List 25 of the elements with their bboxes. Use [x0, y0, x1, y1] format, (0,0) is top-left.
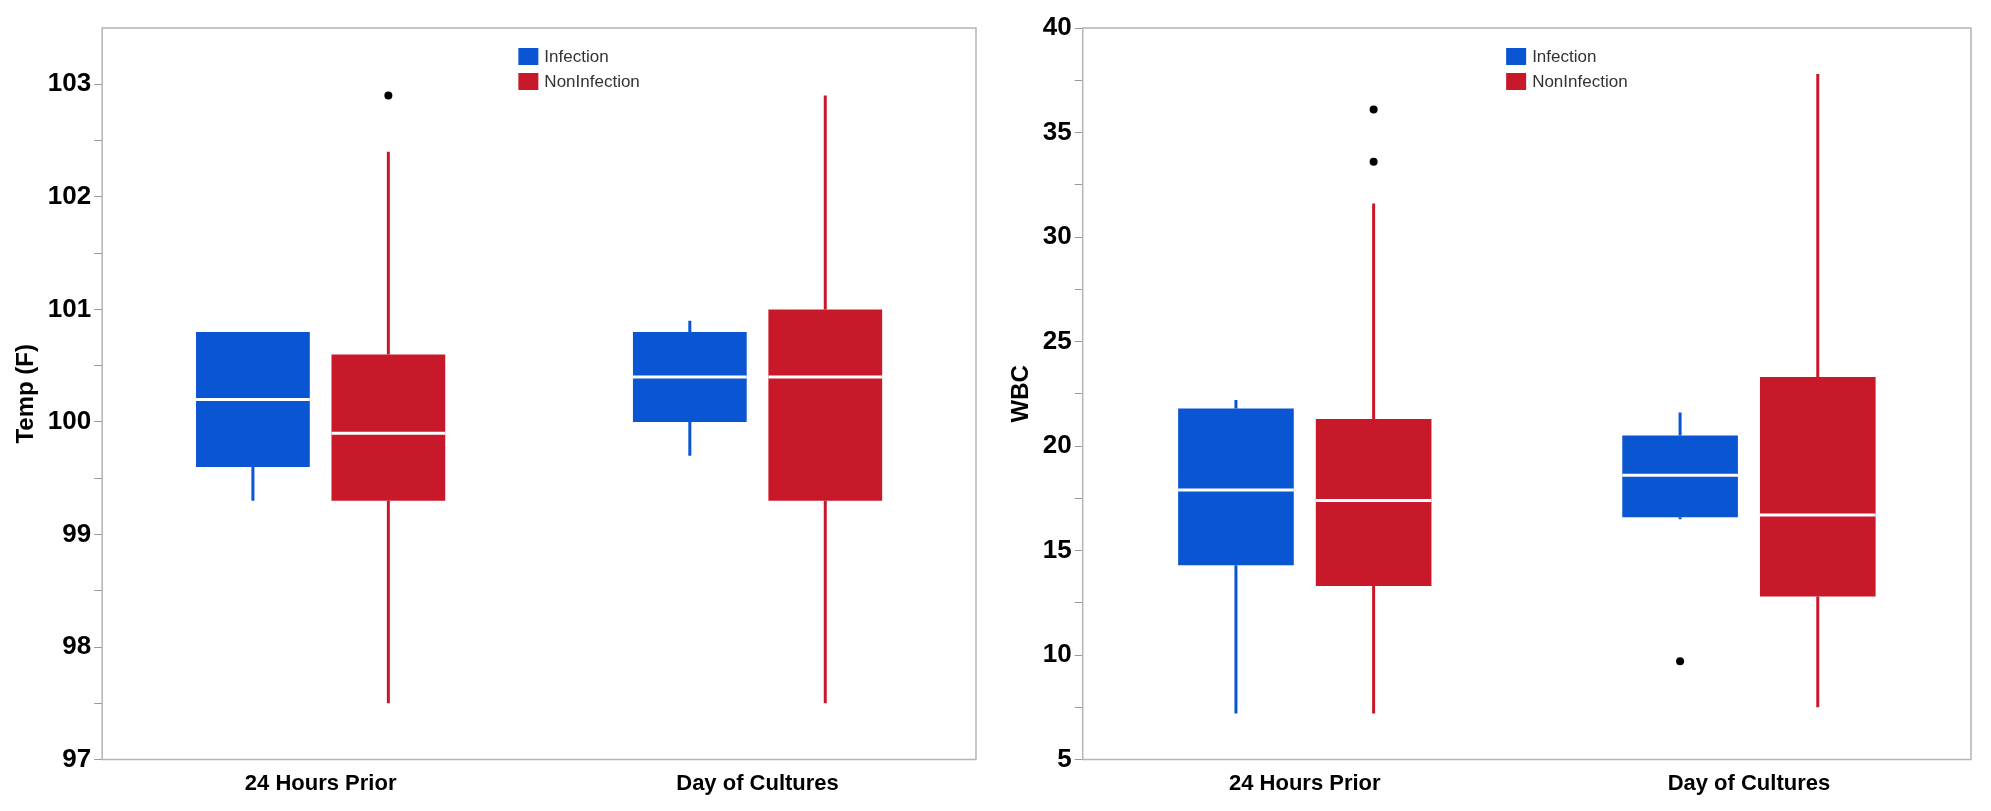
y-tick-label: 99 — [62, 517, 92, 548]
y-tick-label: 20 — [1042, 429, 1072, 460]
x-tick-label: 24 Hours Prior — [1228, 769, 1382, 795]
y-tick-label: 10 — [1042, 638, 1072, 669]
legend-label: NonInfection — [1532, 71, 1628, 91]
y-tick-label: 102 — [47, 180, 92, 210]
legend-label: Infection — [544, 46, 609, 66]
y-tick-label: 40 — [1042, 11, 1072, 42]
y-tick-label: 35 — [1042, 115, 1072, 146]
y-tick-label: 5 — [1057, 742, 1072, 773]
legend-label: NonInfection — [544, 71, 640, 91]
y-tick-label: 103 — [47, 67, 92, 98]
y-tick-label: 25 — [1042, 324, 1072, 355]
y-tick-label: 15 — [1042, 533, 1072, 564]
y-axis-title: WBC — [1006, 365, 1034, 423]
x-tick-label: 24 Hours Prior — [244, 769, 397, 795]
legend-label: Infection — [1532, 46, 1597, 66]
y-tick-label: 30 — [1042, 220, 1072, 251]
y-tick-label: 97 — [62, 742, 92, 773]
y-axis-title: Temp (F) — [11, 344, 39, 444]
x-tick-label: Day of Cultures — [1667, 769, 1831, 795]
y-tick-label: 100 — [47, 405, 92, 436]
y-tick-label: 101 — [47, 292, 92, 323]
x-tick-label: Day of Cultures — [676, 769, 839, 795]
y-tick-label: 98 — [62, 630, 92, 661]
